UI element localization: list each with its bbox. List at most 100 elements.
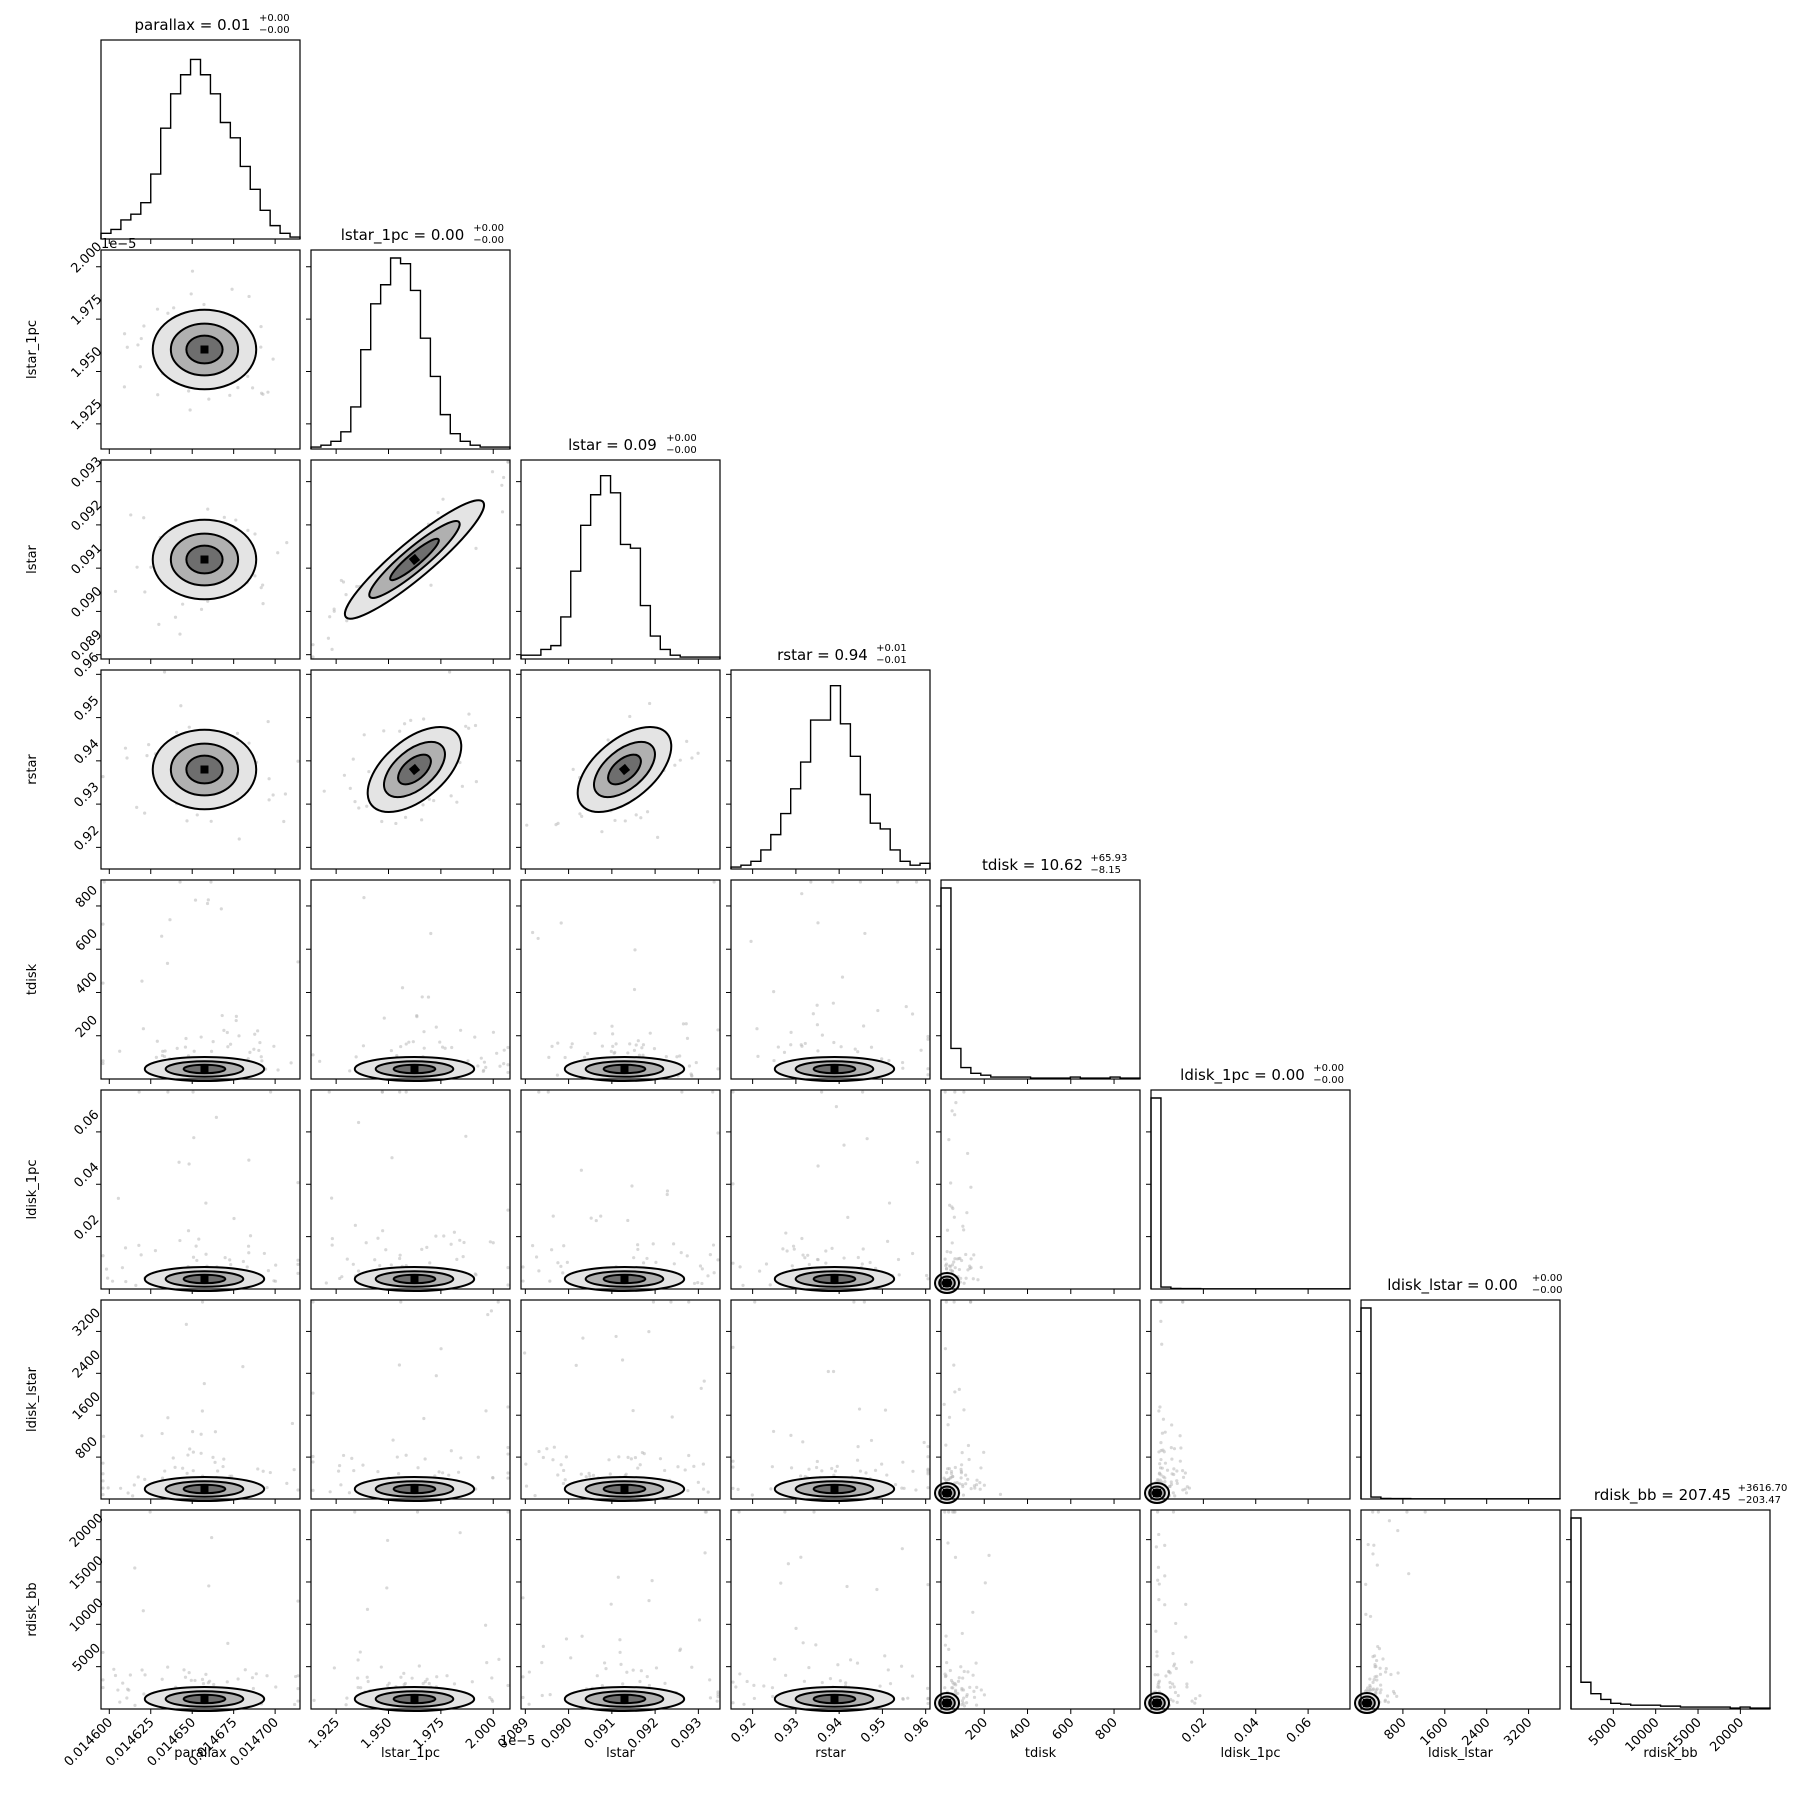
sample-point xyxy=(188,408,192,412)
sample-point xyxy=(687,1300,691,1304)
sample-point xyxy=(332,607,336,611)
contour-line xyxy=(1354,1692,1380,1714)
sample-point xyxy=(521,1596,525,1600)
sample-point xyxy=(561,1271,565,1275)
sample-point xyxy=(328,1490,332,1494)
sample-point xyxy=(427,797,431,801)
title-error-minus: −0.01 xyxy=(876,655,907,666)
panel-frame xyxy=(1150,1509,1351,1710)
sample-point xyxy=(665,1189,670,1193)
sample-point xyxy=(964,1252,968,1257)
sample-point xyxy=(189,1678,193,1682)
sample-point xyxy=(628,714,632,719)
sample-point xyxy=(647,1330,651,1334)
sample-point xyxy=(959,1476,963,1480)
sample-point xyxy=(771,1694,775,1699)
histogram-panel-tdisk xyxy=(936,879,1141,1084)
sample-point xyxy=(163,1469,167,1473)
sample-point xyxy=(101,1493,105,1497)
panel-title-rstar: rstar = 0.94 xyxy=(777,646,868,664)
sample-point xyxy=(679,1251,683,1255)
sample-point xyxy=(731,1701,735,1705)
sample-point xyxy=(599,1214,603,1218)
sample-point xyxy=(537,1090,541,1094)
sample-point xyxy=(701,1462,705,1466)
sample-point xyxy=(1374,1688,1378,1692)
sample-point xyxy=(712,880,716,884)
sample-point xyxy=(772,1058,776,1063)
sample-point xyxy=(880,1057,884,1061)
sample-point xyxy=(250,386,255,390)
x-axis-label-rdisk_bb: rdisk_bb xyxy=(1643,1746,1697,1761)
sample-point xyxy=(675,1055,679,1059)
x-axis-label-ldisk_1pc: ldisk_1pc xyxy=(1221,1746,1281,1761)
sample-point xyxy=(1172,1472,1176,1477)
scatter-panel-lstar-vs-tdisk xyxy=(516,879,721,1084)
scatter-panel-parallax-vs-lstar_1pc xyxy=(96,249,301,454)
sample-point xyxy=(1153,1673,1157,1677)
contour-line xyxy=(794,1690,875,1708)
sample-point xyxy=(386,1538,390,1543)
sample-point xyxy=(1190,1660,1194,1664)
sample-point xyxy=(738,1265,742,1269)
sample-point xyxy=(356,1269,361,1273)
sample-point xyxy=(669,1300,673,1304)
scatter-panel-lstar_1pc-vs-ldisk_lstar xyxy=(306,1299,511,1504)
sample-point xyxy=(101,1486,105,1490)
density-peak xyxy=(618,763,631,776)
sample-point xyxy=(910,1012,915,1016)
title-error-plus: +65.93 xyxy=(1090,853,1127,864)
sample-point xyxy=(784,1231,788,1235)
sample-point xyxy=(1396,1528,1400,1533)
sample-point xyxy=(296,1488,300,1492)
sample-point xyxy=(351,1262,355,1266)
sample-point xyxy=(269,1090,273,1094)
sample-point xyxy=(1160,1342,1164,1346)
sample-point xyxy=(716,1131,720,1135)
sample-point xyxy=(204,1201,208,1205)
sample-point xyxy=(1385,1694,1390,1698)
sample-point xyxy=(632,1048,637,1052)
sample-point xyxy=(474,780,478,784)
contour-line xyxy=(368,520,461,599)
sample-point xyxy=(312,1698,316,1702)
sample-point xyxy=(911,1469,915,1473)
sample-point xyxy=(833,1469,838,1473)
sample-point xyxy=(888,1682,893,1686)
sample-point xyxy=(434,1374,438,1378)
histogram-panel-rstar xyxy=(726,669,931,874)
sample-point xyxy=(1375,1563,1379,1567)
contour-line xyxy=(374,1270,455,1288)
sample-point xyxy=(540,1693,544,1698)
sample-point xyxy=(944,1266,949,1271)
sample-point xyxy=(102,880,106,884)
sample-point xyxy=(815,1465,819,1470)
sample-point xyxy=(420,818,424,822)
x-tick-label: 0.93 xyxy=(772,1715,803,1746)
sample-point xyxy=(449,1242,453,1246)
sample-point xyxy=(257,1048,261,1053)
sample-point xyxy=(394,821,398,826)
sample-point xyxy=(421,803,425,807)
sample-point xyxy=(731,1090,735,1094)
sample-point xyxy=(952,1300,956,1304)
sample-point xyxy=(404,1453,408,1457)
sample-point xyxy=(600,1044,604,1048)
sample-point xyxy=(623,819,627,823)
sample-point xyxy=(256,1467,260,1471)
sample-point xyxy=(584,1475,588,1479)
sample-point xyxy=(1169,1482,1174,1487)
sample-point xyxy=(958,1482,962,1486)
sample-point xyxy=(697,1618,702,1622)
sample-point xyxy=(561,1481,566,1486)
sample-point xyxy=(799,1474,803,1478)
scatter-panel-ldisk_lstar-vs-rdisk_bb xyxy=(1354,1509,1561,1714)
panel-frame xyxy=(310,1299,511,1500)
sample-point xyxy=(185,819,189,823)
sample-point xyxy=(173,615,178,619)
sample-point xyxy=(966,1443,971,1448)
sample-point xyxy=(351,757,355,761)
sample-point xyxy=(156,393,160,397)
sample-point xyxy=(842,1143,846,1147)
sample-point xyxy=(830,1246,834,1250)
